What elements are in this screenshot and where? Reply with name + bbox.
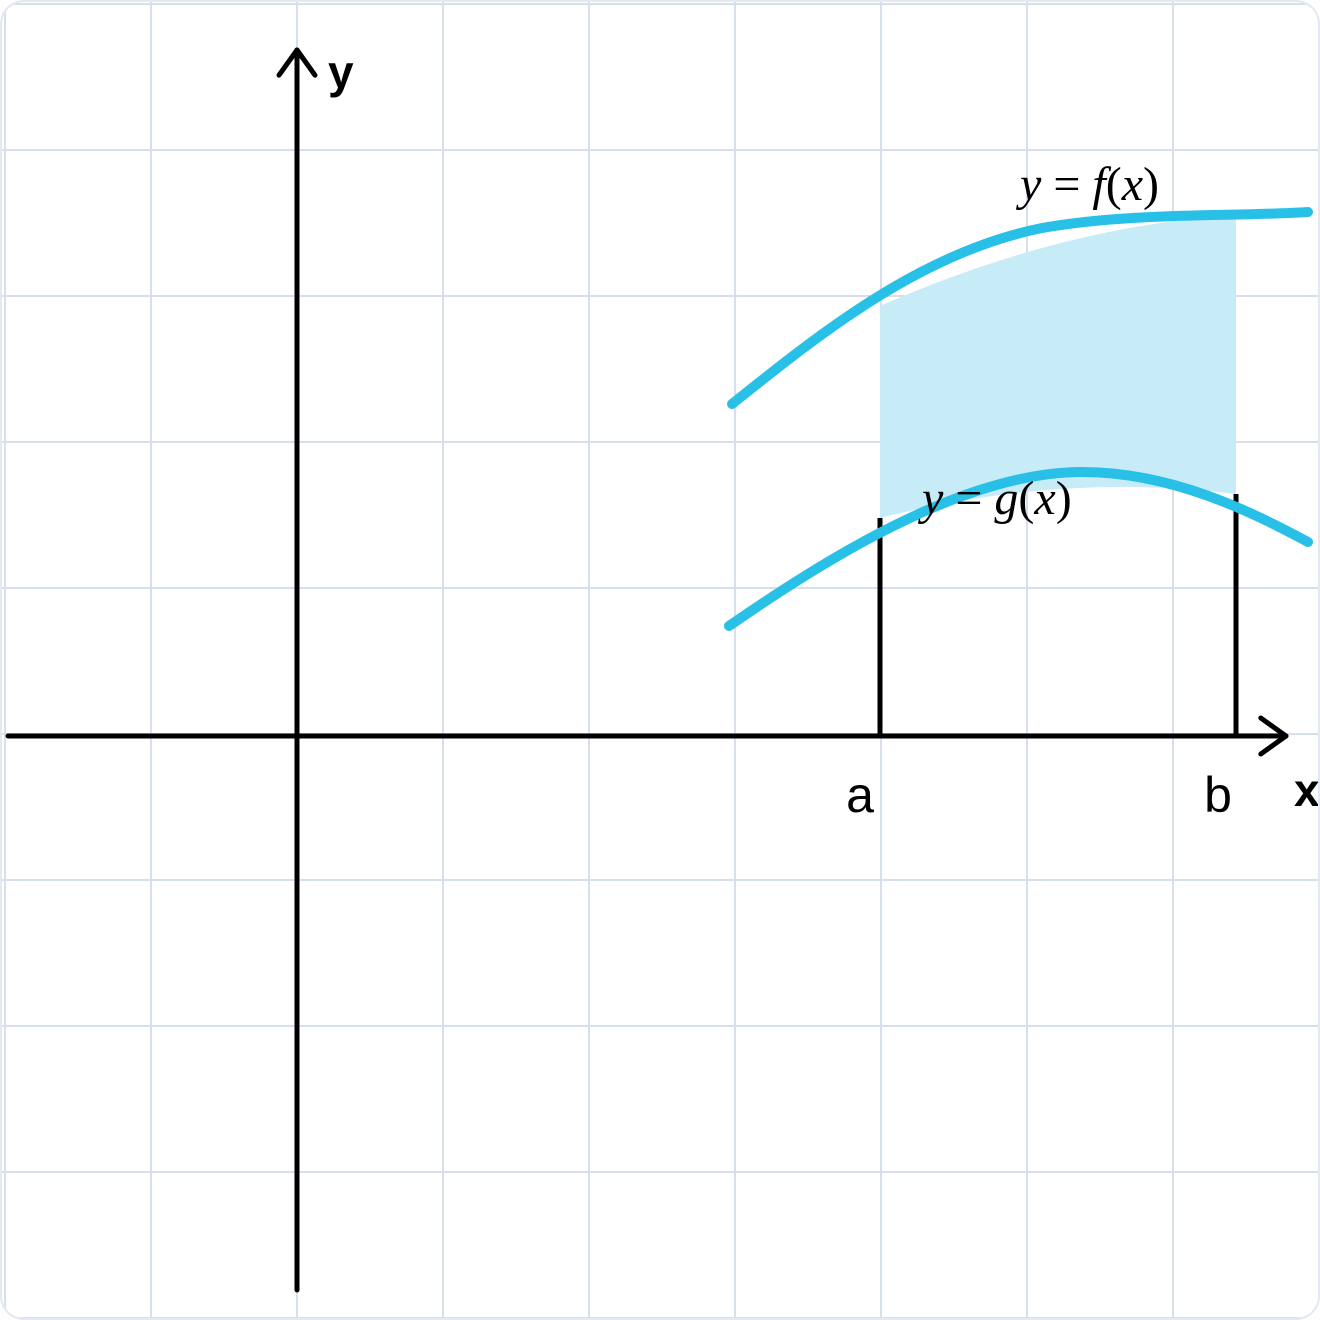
tick-b: b bbox=[1204, 767, 1232, 823]
label-g: y = g(x) bbox=[917, 472, 1072, 525]
y-axis-label: y bbox=[328, 46, 354, 98]
label-f: y = f(x) bbox=[1015, 158, 1159, 211]
chart-frame: x y a b y = f(x) y = g(x) bbox=[0, 0, 1320, 1320]
vertical-lines bbox=[880, 494, 1236, 736]
x-axis-label: x bbox=[1294, 764, 1320, 816]
tick-a: a bbox=[846, 767, 874, 823]
plot-svg: x y a b y = f(x) y = g(x) bbox=[2, 2, 1320, 1320]
